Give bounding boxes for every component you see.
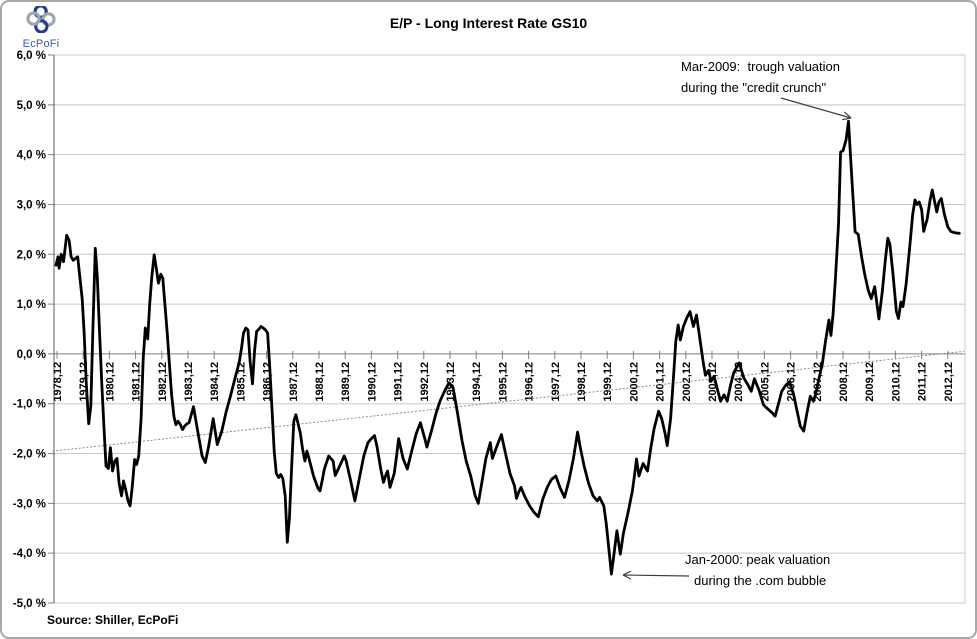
y-tick-label: 3,0 % (17, 199, 46, 211)
x-tick-label: 1981,12 (131, 362, 143, 402)
source-label: Source: Shiller, EcPoFi (47, 613, 179, 627)
x-tick-label: 1996,12 (524, 362, 536, 402)
x-tick-label: 1985,12 (235, 362, 247, 402)
x-tick-label: 1978,12 (52, 362, 64, 402)
x-tick-label: 1990,12 (366, 362, 378, 402)
x-tick-label: 2000,12 (628, 362, 640, 402)
annotation-arrow-mar2009-head (842, 117, 852, 121)
y-tick-label: -4,0 % (13, 548, 46, 560)
x-tick-label: 1992,12 (419, 362, 431, 402)
x-tick-label: 1983,12 (183, 362, 195, 402)
y-tick-label: -3,0 % (13, 498, 46, 510)
y-tick-label: -5,0 % (13, 598, 46, 610)
x-tick-label: 1980,12 (104, 362, 116, 402)
x-tick-label: 2005,12 (759, 362, 771, 402)
annotation-text-line: during the .com bubble (694, 572, 827, 588)
annotation-text-line: during the "credit crunch" (681, 79, 827, 95)
x-tick-label: 1999,12 (602, 362, 614, 402)
annotation-mar-2009: Mar-2009: trough valuation during the "c… (681, 57, 840, 98)
annotation-arrow-jan2000-head (622, 570, 632, 576)
x-tick-label: 2002,12 (681, 362, 693, 402)
x-tick-label: 1991,12 (393, 362, 405, 402)
y-tick-label: 1,0 % (17, 299, 46, 311)
x-tick-label: 1984,12 (209, 362, 221, 402)
trend-line (52, 350, 964, 452)
y-tick-label: -1,0 % (13, 399, 46, 411)
x-tick-label: 2012,12 (943, 362, 955, 402)
y-tick-label: 2,0 % (17, 249, 46, 261)
x-tick-label: 1982,12 (157, 362, 169, 402)
annotation-arrow-mar2009 (780, 97, 852, 119)
annotation-arrow-jan2000 (622, 574, 690, 577)
logo: EcPoFi (15, 4, 67, 50)
y-tick-label: 4,0 % (17, 150, 46, 162)
x-tick-label: 2010,12 (890, 362, 902, 402)
y-tick-label: 5,0 % (17, 100, 46, 112)
x-tick-label: 1987,12 (288, 362, 300, 402)
x-tick-label: 1988,12 (314, 362, 326, 402)
x-tick-label: 2001,12 (655, 362, 667, 402)
x-tick-label: 1998,12 (576, 362, 588, 402)
x-tick-label: 1989,12 (340, 362, 352, 402)
y-tick-label: -2,0 % (13, 449, 46, 461)
logo-text: EcPoFi (22, 38, 60, 50)
ecpofi-logo-icon (26, 4, 56, 34)
annotation-jan-2000: Jan-2000: peak valuation during the .com… (685, 550, 830, 591)
data-line (54, 119, 961, 576)
annotation-text-line: Jan-2000: peak valuation (685, 552, 831, 567)
y-tick-label: 0,0 % (17, 349, 46, 361)
x-tick-label: 2003,12 (707, 362, 719, 402)
x-tick-label: 2006,12 (786, 362, 798, 402)
x-tick-label: 2011,12 (917, 362, 929, 401)
annotation-text-line: Mar-2009: trough valuation (681, 59, 840, 74)
y-tick-label: 6,0 % (17, 50, 46, 62)
annotation-arrow-mar2009-head (843, 111, 852, 119)
annotation-arrow-jan2000-head (622, 574, 632, 580)
x-tick-label: 1997,12 (550, 362, 562, 402)
x-tick-label: 1994,12 (471, 362, 483, 402)
x-tick-label: 2009,12 (864, 362, 876, 402)
x-tick-label: 2008,12 (838, 362, 850, 402)
page-title: E/P - Long Interest Rate GS10 (389, 15, 588, 31)
x-tick-label: 1995,12 (497, 362, 509, 402)
